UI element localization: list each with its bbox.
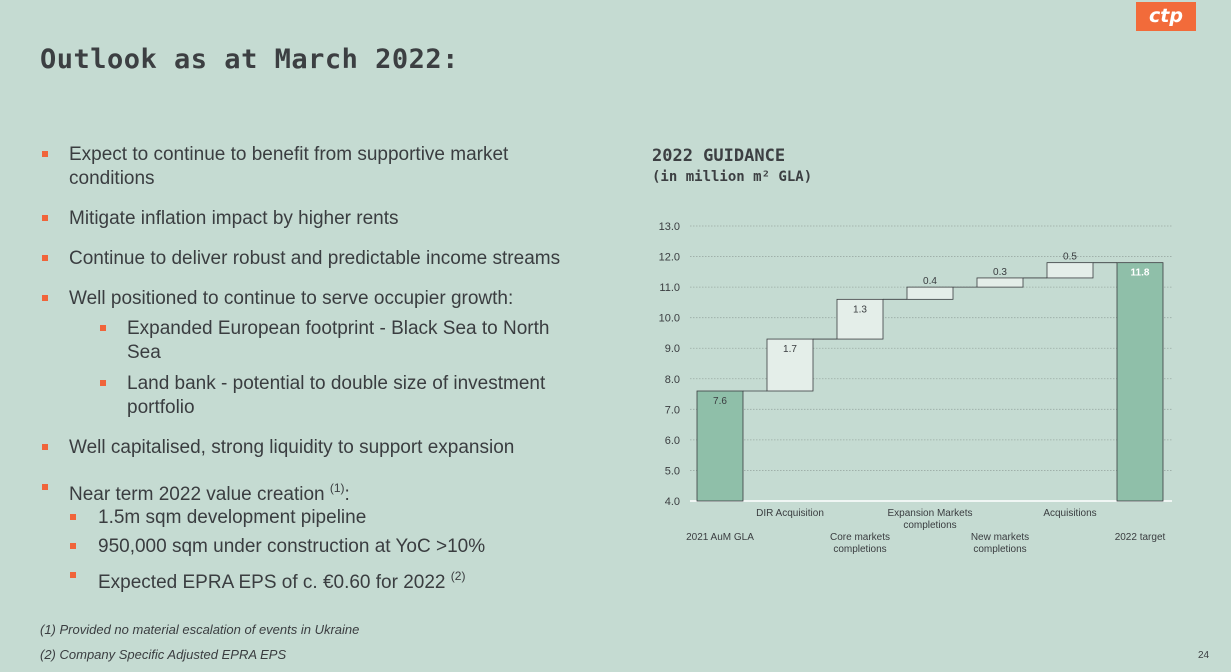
bullet-line: 950,000 sqm under construction at YoC >1…: [98, 536, 486, 557]
data-label: 0.3: [993, 267, 1007, 278]
category-label: completions: [833, 544, 886, 555]
y-tick-label: 4.0: [665, 496, 680, 508]
category-label: completions: [973, 544, 1026, 555]
y-tick-label: 6.0: [665, 435, 680, 447]
bullet-line: Sea: [127, 342, 161, 363]
waterfall-bar: [976, 277, 1024, 288]
y-tick-label: 11.0: [659, 282, 680, 294]
bullet-line: Mitigate inflation impact by higher rent…: [69, 208, 399, 229]
bullet-line: 1.5m sqm development pipeline: [98, 507, 367, 528]
category-label: DIR Acquisition: [756, 508, 824, 519]
bullet-line: Expected EPRA EPS of c. €0.60 for 2022: [98, 572, 446, 593]
category-label: completions: [903, 520, 956, 531]
bullet-text: Mitigate inflation impact by higher rent…: [69, 207, 640, 231]
bullet-marker-icon: [70, 572, 76, 578]
waterfall-bar: [1116, 262, 1164, 502]
page-number: 24: [1198, 650, 1210, 661]
bullet-text: Expect to continue to benefit from suppo…: [69, 143, 640, 191]
bullet-line: Well capitalised, strong liquidity to su…: [69, 437, 515, 458]
bullet-text: Expected EPRA EPS of c. €0.60 for 2022 (…: [98, 564, 640, 595]
bullet-line: Near term 2022 value creation: [69, 484, 325, 505]
bullet-marker-icon: [70, 543, 76, 549]
bullet-text: Well positioned to continue to serve occ…: [69, 287, 640, 311]
data-label: 11.8: [1131, 268, 1150, 279]
y-tick-label: 13.0: [659, 221, 680, 233]
bullet-text: Well capitalised, strong liquidity to su…: [69, 436, 640, 460]
data-label: 0.5: [1063, 252, 1077, 263]
bullet-marker-icon: [100, 380, 106, 386]
y-tick-label: 7.0: [665, 404, 680, 416]
bullet-marker-icon: [42, 484, 48, 490]
bullet-line: Continue to deliver robust and predictab…: [69, 248, 561, 269]
category-label: Acquisitions: [1043, 508, 1096, 519]
footnote-ref: (2): [450, 569, 466, 583]
bullet-marker-icon: [100, 325, 106, 331]
bullet-text: 950,000 sqm under construction at YoC >1…: [98, 535, 640, 559]
bullet-marker-icon: [42, 151, 48, 157]
chart-subtitle: (in million m² GLA): [652, 169, 813, 185]
y-tick-label: 8.0: [665, 374, 680, 386]
bullet-marker-icon: [42, 255, 48, 261]
data-label: 7.6: [713, 396, 727, 407]
footnote-1: (1) Provided no material escalation of e…: [40, 622, 360, 637]
y-tick-label: 5.0: [665, 465, 680, 477]
bullet-line: Land bank - potential to double size of …: [127, 373, 546, 394]
bullet-line: Expect to continue to benefit from suppo…: [69, 144, 509, 165]
bullet-text: Near term 2022 value creation (1):: [69, 476, 640, 507]
chart-title: 2022 GUIDANCE: [652, 146, 786, 166]
data-label: 1.3: [853, 304, 867, 315]
ctp-logo: ctp: [1136, 2, 1196, 31]
bullet-marker-icon: [42, 444, 48, 450]
data-label: 1.7: [783, 344, 797, 355]
footnote-2: (2) Company Specific Adjusted EPRA EPS: [40, 647, 287, 662]
bullet-line: portfolio: [127, 397, 195, 418]
data-label: 0.4: [923, 276, 937, 287]
bullet-text: Expanded European footprint - Black Sea …: [127, 317, 640, 365]
waterfall-bar: [1046, 262, 1094, 279]
bullet-text: Continue to deliver robust and predictab…: [69, 247, 640, 271]
y-tick-label: 12.0: [659, 252, 680, 264]
waterfall-bar: [766, 338, 814, 392]
category-label: Core markets: [830, 532, 890, 543]
bullet-line: Well positioned to continue to serve occ…: [69, 288, 514, 309]
bullet-marker-icon: [42, 215, 48, 221]
page-title: Outlook as at March 2022:: [40, 44, 459, 75]
waterfall-bar: [906, 286, 954, 300]
category-label: Expansion Markets: [887, 508, 972, 519]
y-tick-label: 10.0: [659, 313, 680, 325]
bullet-suffix: :: [344, 484, 350, 505]
bullet-text: 1.5m sqm development pipeline: [98, 506, 640, 530]
y-tick-label: 9.0: [665, 343, 680, 355]
waterfall-bar: [836, 298, 884, 340]
category-label: 2022 target: [1115, 532, 1166, 543]
category-label: New markets: [971, 532, 1029, 543]
bullet-marker-icon: [70, 514, 76, 520]
waterfall-bar: [696, 390, 744, 502]
bullet-line: conditions: [69, 168, 155, 189]
category-label: 2021 AuM GLA: [686, 532, 754, 543]
footnote-ref: (1): [329, 481, 345, 495]
bullet-text: Land bank - potential to double size of …: [127, 372, 640, 420]
bullet-line: Expanded European footprint - Black Sea …: [127, 318, 550, 339]
bullet-marker-icon: [42, 295, 48, 301]
